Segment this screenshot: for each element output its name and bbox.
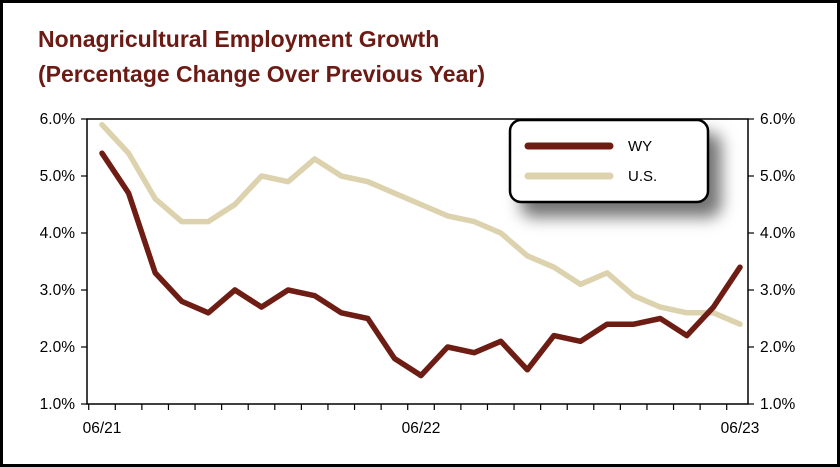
- y-tick-label-left: 1.0%: [40, 396, 76, 413]
- legend-box: [508, 118, 710, 204]
- plot-area-border: [86, 118, 749, 405]
- y-tick-label-right: 4.0%: [760, 225, 796, 242]
- y-tick-label-left: 2.0%: [40, 339, 76, 356]
- legend: WY U.S.: [508, 118, 710, 204]
- y-tick-label-right: 2.0%: [760, 339, 796, 356]
- x-tick-label: 06/21: [83, 420, 122, 437]
- y-tick-label-right: 3.0%: [760, 282, 796, 299]
- y-tick-label-left: 3.0%: [40, 282, 76, 299]
- y-tick-label-left: 6.0%: [40, 111, 76, 128]
- legend-label-us: U.S.: [628, 168, 657, 185]
- legend-label-wy: WY: [628, 138, 652, 155]
- y-tick-label-right: 5.0%: [760, 168, 796, 185]
- y-tick-label-right: 6.0%: [760, 111, 796, 128]
- x-tick-label: 06/23: [721, 420, 760, 437]
- chart-title: Nonagricultural Employment Growth: [38, 26, 439, 52]
- chart-subtitle: (Percentage Change Over Previous Year): [38, 61, 485, 87]
- y-tick-label-left: 5.0%: [40, 168, 76, 185]
- y-tick-label-left: 4.0%: [40, 225, 76, 242]
- x-tick-label: 06/22: [402, 420, 441, 437]
- y-tick-label-right: 1.0%: [760, 396, 796, 413]
